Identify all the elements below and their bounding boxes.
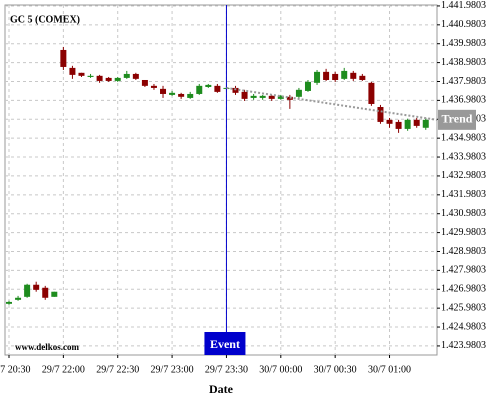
candle-body (304, 81, 311, 91)
candle-body (123, 73, 130, 78)
trend-line (226, 86, 438, 121)
chart-title: GC 5 (COMEX) (10, 14, 80, 25)
event-box (204, 332, 246, 355)
y-tick-label: 1.437.9803 (441, 76, 486, 87)
y-tick-label: 1.439.9803 (441, 38, 486, 49)
y-tick-label: 1.427.9803 (441, 265, 486, 276)
y-tick-label: 1.429.9803 (441, 227, 486, 238)
x-tick-label: 29/7 20:30 (0, 364, 31, 375)
candle-body (232, 87, 239, 93)
y-tick-label: 1.440.9803 (441, 19, 486, 30)
candle-body (268, 95, 275, 99)
y-tick-label: 1.423.9803 (441, 340, 486, 351)
candle-body (15, 297, 22, 300)
candle-body (69, 67, 76, 75)
watermark: www.delkos.com (15, 342, 80, 352)
candle-body (78, 72, 85, 76)
candle-body (132, 73, 139, 79)
x-tick-label: 30/7 01:00 (368, 364, 411, 375)
y-tick-label: 1.432.9803 (441, 170, 486, 181)
candle-body (141, 79, 148, 86)
candle-body (51, 291, 58, 297)
y-tick-label: 1.428.9803 (441, 246, 486, 257)
y-tick-label: 1.433.9803 (441, 151, 486, 162)
y-tick-label: 1.424.9803 (441, 321, 486, 332)
candle-body (42, 287, 49, 298)
x-tick-label: 30/7 00:30 (314, 364, 357, 375)
candle-body (359, 75, 366, 80)
candle-body (178, 93, 185, 97)
candle-body (241, 91, 248, 99)
y-tick-label: 1.434.9803 (441, 132, 486, 143)
candle-body (350, 72, 357, 79)
candle-body (341, 70, 348, 79)
y-tick-label: 1.438.9803 (441, 57, 486, 68)
candle-body (214, 85, 221, 92)
candle-body (205, 84, 212, 87)
y-tick-label: 1.430.9803 (441, 208, 486, 219)
y-tick-label: 1.426.9803 (441, 284, 486, 295)
candle-body (96, 75, 103, 81)
x-tick-label: 29/7 23:30 (205, 364, 248, 375)
trend-box (438, 109, 476, 130)
marks (6, 46, 429, 305)
x-tick-label: 29/7 22:00 (42, 364, 85, 375)
x-tick-label: 30/7 00:00 (259, 364, 302, 375)
candle-body (295, 89, 302, 97)
candle-body (6, 301, 12, 304)
candle-body (105, 77, 112, 81)
y-tick-label: 1.431.9803 (441, 189, 486, 200)
plot-area (4, 4, 438, 356)
candle-body (277, 95, 284, 99)
y-tick-label: 1.425.9803 (441, 302, 486, 313)
grid (5, 5, 437, 355)
candle-body (332, 73, 339, 80)
y-tick-label: 1.441.9803 (441, 0, 486, 11)
candle-body (413, 119, 420, 126)
x-axis-title: Date (209, 382, 234, 396)
candle-body (150, 85, 157, 88)
event-label: Event (210, 337, 240, 351)
candle-body (314, 71, 321, 83)
candle-body (377, 106, 384, 122)
candle-body (114, 77, 121, 81)
candle-body (259, 95, 266, 98)
candle-body (33, 284, 40, 290)
candle-body (323, 71, 330, 80)
candle-body (404, 119, 411, 129)
x-tick-label: 29/7 23:00 (151, 364, 194, 375)
candle-body (250, 95, 257, 98)
candle-body (60, 49, 67, 67)
x-tick-label: 29/7 22:30 (96, 364, 139, 375)
candle-body (187, 93, 194, 98)
candle-body (422, 119, 429, 128)
candle-body (160, 88, 167, 94)
candle-body (169, 92, 176, 95)
candle-body (368, 82, 375, 104)
candle-body (196, 85, 203, 94)
candle-body (24, 284, 31, 297)
y-tick-label: 1.436.9803 (441, 95, 486, 106)
candle-body (87, 75, 94, 77)
candle-body (386, 119, 393, 124)
candle-body (395, 121, 402, 129)
trend-label: Trend (442, 112, 473, 126)
